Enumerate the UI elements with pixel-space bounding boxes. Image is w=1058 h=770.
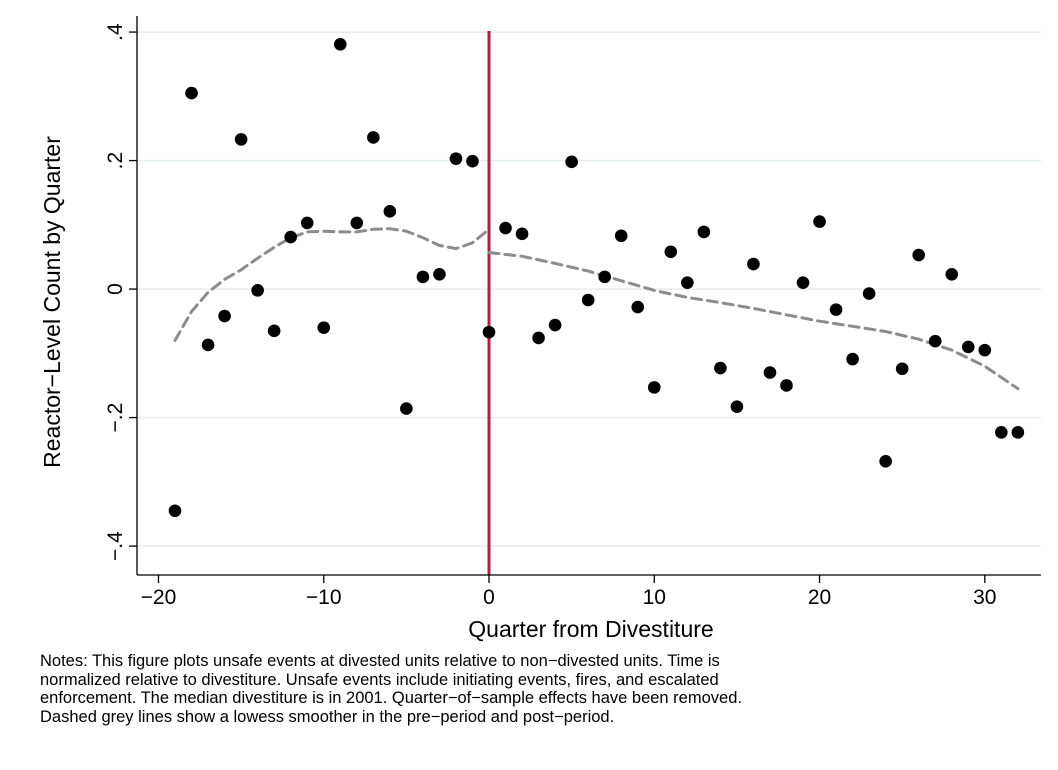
data-point <box>234 133 248 146</box>
data-point <box>730 400 744 413</box>
data-point <box>515 227 529 241</box>
data-point <box>829 303 843 316</box>
notes-line-4: Dashed grey lines show a lowess smoother… <box>40 707 615 726</box>
data-point <box>499 221 512 235</box>
data-point <box>565 155 578 169</box>
top-edge <box>0 0 1058 6</box>
data-point <box>1011 426 1025 439</box>
figure-notes: Notes: This figure plots unsafe events a… <box>40 652 1040 726</box>
y-tick-label: .4 <box>104 23 127 41</box>
data-point <box>862 287 876 300</box>
notes-line-2: normalized relative to divestiture. Unsa… <box>40 670 719 689</box>
data-point <box>681 276 694 289</box>
data-point <box>846 352 859 366</box>
x-tick-label: 20 <box>808 586 831 609</box>
data-point <box>218 309 231 323</box>
data-point <box>912 248 926 262</box>
data-point <box>961 340 975 354</box>
data-point <box>995 426 1008 439</box>
data-point <box>598 270 612 284</box>
data-point <box>747 257 760 271</box>
data-point <box>317 321 331 334</box>
x-tick-label: 10 <box>643 586 666 609</box>
data-point <box>416 270 430 284</box>
data-point <box>367 131 380 144</box>
data-point <box>548 318 562 332</box>
notes-line-1: Notes: This figure plots unsafe events a… <box>40 652 720 670</box>
data-point <box>300 216 314 230</box>
data-point <box>664 245 678 259</box>
data-point <box>433 267 446 281</box>
data-point <box>631 300 645 314</box>
axes: −.4 −.2 0 .2 .4 −20 −10 0 10 20 30 <box>104 16 1041 609</box>
data-point <box>400 402 413 415</box>
data-point <box>466 154 479 168</box>
y-tick-label: −.4 <box>104 531 127 561</box>
data-point <box>879 454 892 468</box>
data-point <box>333 37 347 51</box>
data-point <box>780 379 793 392</box>
data-point <box>614 229 628 243</box>
data-point <box>185 86 198 100</box>
data-point <box>647 381 661 394</box>
data-point <box>714 361 727 375</box>
x-tick-label: 30 <box>973 586 996 609</box>
data-point <box>284 230 297 244</box>
scatter-chart: −.4 −.2 0 .2 .4 −20 −10 0 10 20 30 Quarter from Di… <box>39 16 1041 642</box>
data-point <box>383 205 397 218</box>
data-point <box>201 338 215 352</box>
y-tick-label: −.2 <box>104 403 127 433</box>
data-point <box>697 225 711 239</box>
notes-line-3: enforcement. The median divestiture is i… <box>40 689 742 707</box>
data-points <box>168 37 1025 518</box>
data-point <box>796 276 810 289</box>
data-point <box>945 267 959 281</box>
data-point <box>350 216 364 230</box>
lowess-smoothers <box>173 227 1020 391</box>
data-point <box>978 343 992 357</box>
x-tick-label: −20 <box>141 586 177 609</box>
lowess-pre-period <box>173 227 491 342</box>
data-point <box>813 215 826 228</box>
data-point <box>895 362 909 376</box>
x-tick-label: 0 <box>483 586 495 609</box>
data-point <box>928 334 942 348</box>
x-tick-label: −10 <box>306 586 342 609</box>
data-point <box>168 504 182 518</box>
y-axis-label: Reactor−Level Count by Quarter <box>39 136 65 468</box>
y-tick-label: 0 <box>104 283 127 295</box>
data-point <box>763 366 777 379</box>
data-point <box>449 152 463 165</box>
data-point <box>267 324 281 338</box>
gridlines <box>137 31 1041 547</box>
data-point <box>581 293 595 307</box>
y-tick-label: .2 <box>104 152 127 170</box>
data-point <box>251 284 264 297</box>
data-point <box>532 331 545 345</box>
lowess-post-period <box>487 251 1020 391</box>
x-axis-label: Quarter from Divestiture <box>468 616 713 642</box>
data-point <box>482 325 496 339</box>
